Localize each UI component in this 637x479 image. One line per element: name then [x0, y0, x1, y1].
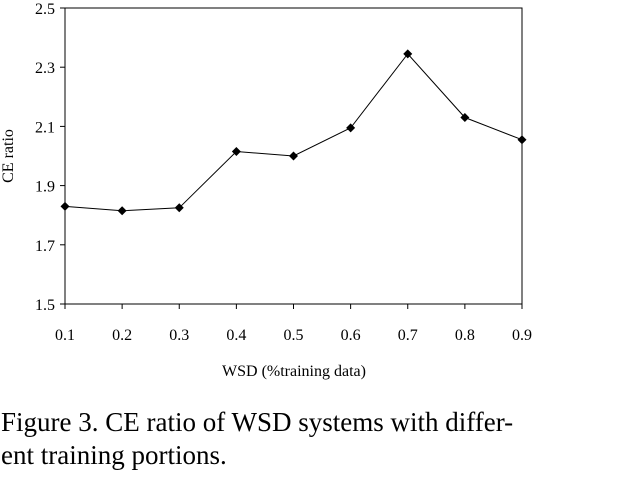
- data-point: [403, 49, 413, 59]
- line-chart: 1.5 1.7 1.9 2.1 2.3 2.5 0.1 0.2 0.3 0.4 0.5 0.6 0.7…: [0, 1, 532, 380]
- x-tick-label: 0.7: [398, 327, 418, 344]
- data-point: [231, 147, 241, 157]
- y-tick-label: 2.1: [35, 119, 55, 136]
- x-tick-label: 0.5: [284, 327, 304, 344]
- caption-line-2: ent training portions.: [1, 440, 227, 470]
- x-tick-label: 0.8: [455, 327, 475, 344]
- x-tick-label: 0.6: [341, 327, 361, 344]
- y-tick-label: 2.3: [35, 60, 55, 77]
- x-tick-label: 0.1: [55, 327, 75, 344]
- x-tick-label: 0.9: [512, 327, 532, 344]
- y-axis-label: CE ratio: [0, 129, 17, 183]
- y-tick-label: 2.5: [35, 1, 55, 18]
- series-line: [64, 53, 523, 212]
- x-tick-label: 0.3: [169, 327, 189, 344]
- data-point: [517, 135, 527, 145]
- y-axis-ticks: 1.5 1.7 1.9 2.1 2.3 2.5: [35, 1, 65, 314]
- data-point: [117, 206, 127, 216]
- figure-caption: Figure 3. CE ratio of WSD systems with d…: [1, 406, 621, 472]
- y-tick-label: 1.5: [35, 297, 55, 314]
- data-point: [289, 151, 298, 161]
- y-tick-label: 1.9: [35, 179, 55, 196]
- series: [60, 49, 527, 216]
- data-point: [346, 123, 356, 133]
- x-axis-ticks: 0.1 0.2 0.3 0.4 0.5 0.6 0.7 0.8 0.9: [55, 304, 532, 344]
- y-tick-label: 1.7: [35, 238, 55, 255]
- data-point: [60, 201, 70, 211]
- x-axis-label: WSD (%training data): [222, 363, 366, 380]
- x-tick-label: 0.2: [112, 327, 132, 344]
- data-point: [460, 113, 470, 123]
- data-point: [174, 203, 184, 213]
- caption-line-1: Figure 3. CE ratio of WSD systems with d…: [1, 407, 514, 437]
- x-tick-label: 0.4: [226, 327, 246, 344]
